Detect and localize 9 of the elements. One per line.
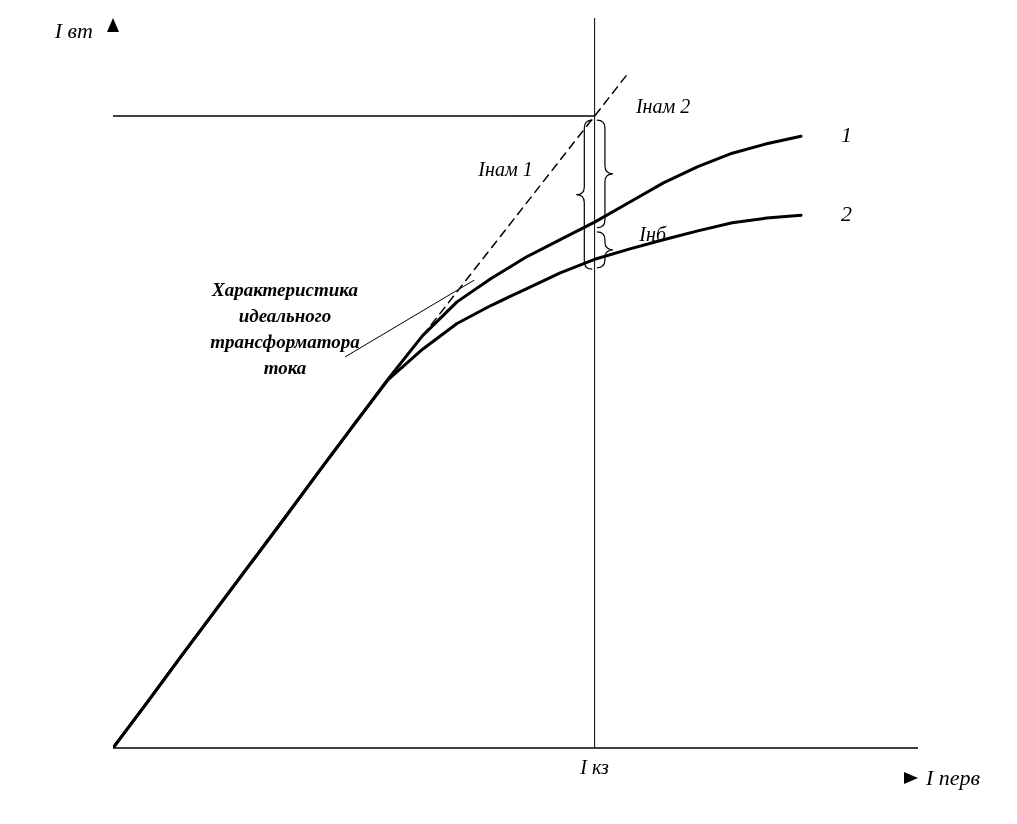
annotation: Iнб	[638, 223, 667, 246]
annotation: Iнам 2	[634, 95, 691, 117]
y-axis-title: I вт	[53, 18, 93, 43]
series-label: 1	[841, 122, 853, 148]
x-axis-title: I перв	[925, 765, 981, 790]
annotation: Характеристика идеального трансформатора тока	[210, 278, 361, 378]
text: I кз	[580, 756, 609, 779]
annotation: Iнам 1	[477, 158, 533, 181]
series-label: 2	[841, 201, 853, 227]
